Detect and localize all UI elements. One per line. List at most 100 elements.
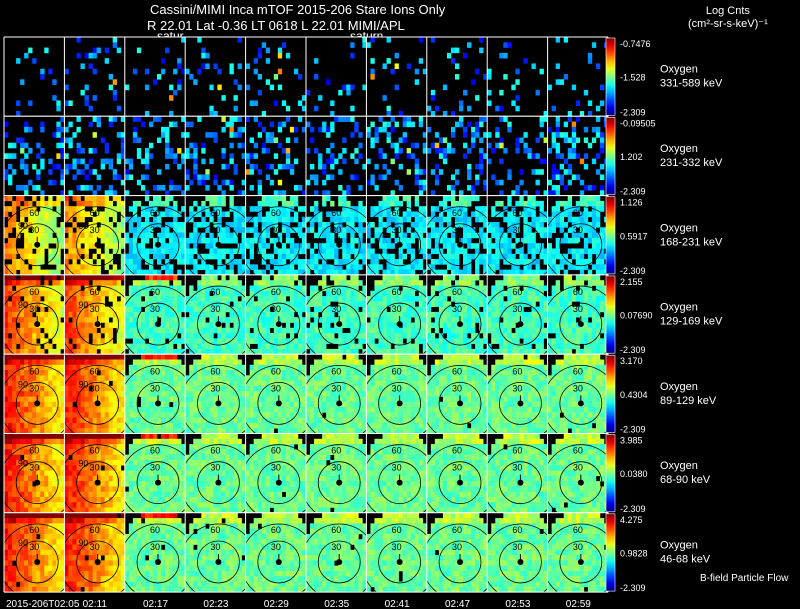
saturn-marker xyxy=(215,400,222,407)
pitch-contour xyxy=(124,285,186,355)
saturn-marker xyxy=(457,558,464,565)
pitch-contour xyxy=(124,364,186,434)
pitch-contour xyxy=(197,302,240,346)
pitch-contour xyxy=(366,523,427,593)
contour-label: 30 xyxy=(573,542,583,552)
colorbar xyxy=(605,275,616,354)
contour-label: 90 xyxy=(150,267,160,277)
contour-label: 60 xyxy=(573,208,583,218)
image-panel xyxy=(185,37,246,117)
contour-label: 60 xyxy=(512,446,522,456)
contour-label: 90 xyxy=(452,188,462,198)
contour-label: 90 xyxy=(150,505,160,515)
colorbar-min: -2.309 xyxy=(620,504,646,514)
saturn-marker xyxy=(457,479,464,486)
contour-label: 30 xyxy=(210,542,220,552)
energy-label: 129-169 keV xyxy=(660,316,723,328)
contour-label: 30 xyxy=(150,225,160,235)
contour-label: 60 xyxy=(392,525,402,535)
pitch-contour xyxy=(366,444,427,513)
energy-row-5: 9060309060309060309060309060309060309060… xyxy=(4,426,609,514)
pitch-contour xyxy=(559,223,603,267)
contour-label: 90 xyxy=(573,188,583,198)
contour-label: 30 xyxy=(331,542,341,552)
pitch-contour xyxy=(76,223,120,267)
contour-label: 30 xyxy=(29,542,39,552)
saturn-marker xyxy=(155,558,162,565)
pitch-contour xyxy=(378,540,422,584)
saturn-marker xyxy=(34,241,41,248)
time-tick-label: 02:59 xyxy=(566,599,591,609)
contour-label: 90 xyxy=(271,426,281,436)
contour-label: 60 xyxy=(392,366,402,376)
pitch-contour xyxy=(185,285,246,355)
pitch-contour xyxy=(426,364,488,434)
saturn-marker xyxy=(577,479,584,486)
pitch-contour xyxy=(487,364,548,434)
pitch-contour xyxy=(185,364,246,434)
colorbar-max: 4.275 xyxy=(620,515,643,525)
colorbar-max: -0.7476 xyxy=(620,39,651,49)
saturn-marker xyxy=(336,479,343,486)
image-panel xyxy=(64,37,125,117)
contour-label: 30 xyxy=(573,463,583,473)
pitch-contour xyxy=(4,206,65,275)
saturn-marker xyxy=(577,558,584,565)
pitch-contour xyxy=(124,444,186,513)
saturn-marker xyxy=(517,321,524,328)
contour-label: 30 xyxy=(90,225,100,235)
contour-label: 30 xyxy=(512,542,522,552)
pitch-contour xyxy=(257,381,301,425)
contour-label: 90 xyxy=(271,505,281,515)
contour-label: 60 xyxy=(512,287,522,297)
contour-label: 90 xyxy=(271,188,281,198)
contour-label: 90 xyxy=(210,188,220,198)
time-tick-label: 02:11 xyxy=(83,599,108,609)
pitch-contour xyxy=(197,540,240,584)
colorbar-mid: 0.0380 xyxy=(620,469,648,479)
saturn-marker xyxy=(396,241,403,248)
pitch-contour xyxy=(245,523,307,593)
saturn-marker xyxy=(155,321,162,328)
contour-label: 90 xyxy=(150,346,160,356)
pitch-contour xyxy=(487,444,548,513)
contour-label: 90 xyxy=(210,505,220,515)
contour-label: 60 xyxy=(210,446,220,456)
pitch-contour xyxy=(185,523,246,593)
saturn-marker xyxy=(155,400,162,407)
contour-label: 60 xyxy=(210,287,220,297)
contour-label: 30 xyxy=(392,383,402,393)
saturn-marker xyxy=(34,479,41,486)
pitch-contour xyxy=(426,444,488,513)
image-panel xyxy=(245,116,307,196)
contour-label: 60 xyxy=(150,208,160,218)
image-panel xyxy=(366,116,428,196)
pitch-contour xyxy=(245,364,307,434)
pitch-contour xyxy=(15,302,59,346)
saturn-marker xyxy=(215,479,222,486)
contour-label: 60 xyxy=(271,287,281,297)
saturn-marker xyxy=(215,241,222,248)
contour-label: 60 xyxy=(271,446,281,456)
colorbar xyxy=(605,196,616,275)
colorbar-min: -2.309 xyxy=(620,345,646,355)
contour-label: 60 xyxy=(29,366,39,376)
contour-label: 90 xyxy=(18,379,28,389)
pitch-contour xyxy=(245,206,307,275)
saturn-marker xyxy=(94,479,101,486)
contour-label: 60 xyxy=(90,366,100,376)
energy-label: 89-129 keV xyxy=(660,395,717,407)
contour-label: 30 xyxy=(29,304,39,314)
